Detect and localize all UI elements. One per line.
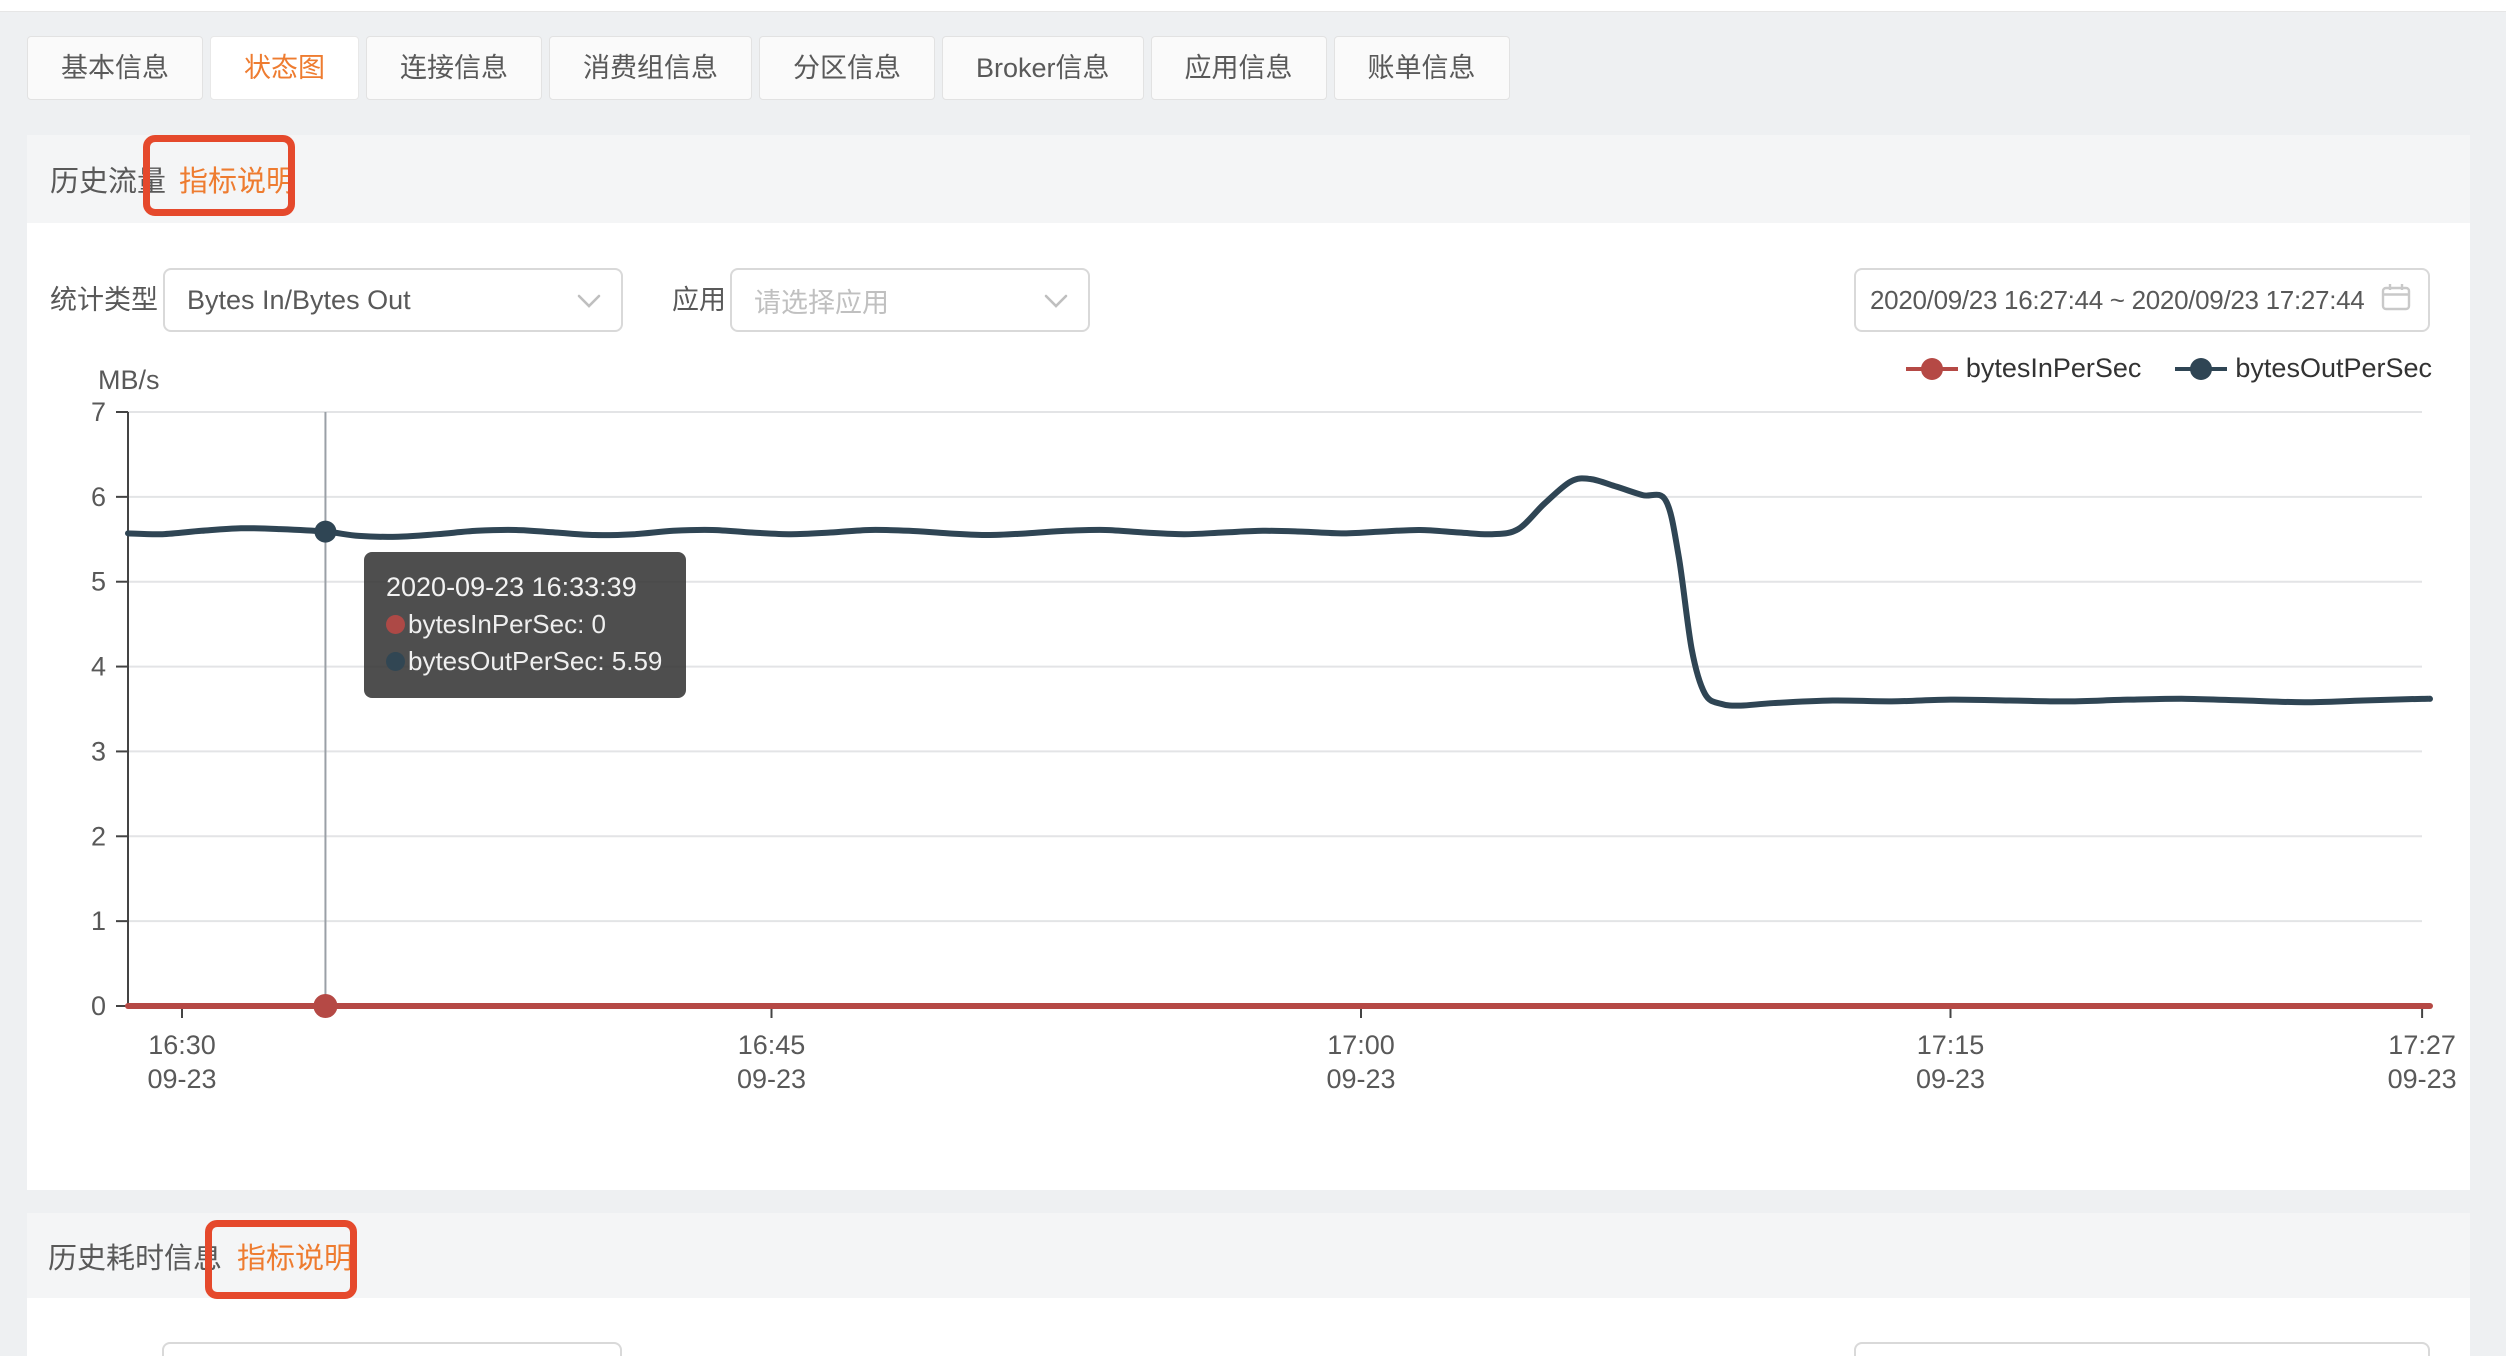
legend-marker-icon	[1905, 357, 1958, 380]
calendar-icon	[2380, 281, 2412, 320]
app-select-placeholder: 请选择应用	[754, 287, 889, 318]
legend-item-bytesoutpersec[interactable]: bytesOutPerSec	[2175, 353, 2432, 384]
top-bar	[0, 0, 2506, 12]
stat-type-label: 统计类型	[50, 285, 158, 315]
chevron-down-icon	[1044, 285, 1068, 316]
svg-text:17:15: 17:15	[1917, 1030, 1985, 1060]
date-range-picker[interactable]: 2020/09/23 16:27:44 ~ 2020/09/23 17:27:4…	[1854, 268, 2430, 332]
tab-basic-info[interactable]: 基本信息	[27, 36, 203, 100]
svg-text:1: 1	[91, 906, 106, 936]
latency-date-range-picker[interactable]	[1854, 1342, 2430, 1356]
annotation-box-latency	[205, 1220, 357, 1299]
date-range-value: 2020/09/23 16:27:44 ~ 2020/09/23 17:27:4…	[1870, 284, 2365, 315]
tab-status-chart[interactable]: 状态图	[210, 36, 359, 100]
tab-broker-info[interactable]: Broker信息	[942, 36, 1144, 100]
svg-text:09-23: 09-23	[147, 1064, 216, 1094]
svg-text:16:45: 16:45	[738, 1030, 806, 1060]
latency-chart-card	[27, 1298, 2470, 1356]
svg-text:16:30: 16:30	[148, 1030, 216, 1060]
tab-partition-info[interactable]: 分区信息	[759, 36, 935, 100]
metric-description-link-latency[interactable]: 指标说明	[237, 1242, 354, 1275]
metric-description-link-traffic[interactable]: 指标说明	[179, 166, 296, 198]
app-select[interactable]: 请选择应用	[730, 268, 1090, 332]
annotation-box-traffic	[143, 135, 295, 216]
svg-text:17:27: 17:27	[2388, 1030, 2456, 1060]
tab-billing-info[interactable]: 账单信息	[1333, 36, 1510, 100]
tab-app-info[interactable]: 应用信息	[1150, 36, 1327, 100]
svg-text:09-23: 09-23	[1326, 1064, 1395, 1094]
tab-bar: 基本信息 状态图 连接信息 消费组信息 分区信息 Broker信息 应用信息 账单信息	[27, 36, 1510, 100]
svg-text:2: 2	[91, 821, 106, 851]
app-label: 应用	[672, 285, 726, 315]
svg-text:7: 7	[91, 397, 106, 427]
chart-legend: bytesInPerSec bytesOutPerSec	[1905, 353, 2432, 384]
chevron-down-icon	[577, 285, 601, 316]
svg-text:4: 4	[91, 652, 106, 682]
latency-stat-type-select[interactable]	[162, 1342, 622, 1356]
svg-text:17:00: 17:00	[1327, 1030, 1395, 1060]
svg-text:5: 5	[91, 567, 106, 597]
svg-text:09-23: 09-23	[2388, 1064, 2457, 1094]
section-title-latency: 历史耗时信息	[48, 1242, 223, 1275]
svg-text:MB/s: MB/s	[98, 365, 160, 395]
svg-text:0: 0	[91, 991, 106, 1021]
svg-text:09-23: 09-23	[737, 1064, 806, 1094]
tab-connection-info[interactable]: 连接信息	[366, 36, 542, 100]
stat-type-value: Bytes In/Bytes Out	[187, 284, 411, 315]
tab-consumer-group-info[interactable]: 消费组信息	[549, 36, 752, 100]
svg-text:3: 3	[91, 736, 106, 766]
legend-marker-icon	[2175, 357, 2228, 380]
svg-text:6: 6	[91, 482, 106, 512]
traffic-chart-card: 统计类型 Bytes In/Bytes Out 应用 请选择应用 2020/09…	[27, 223, 2470, 1190]
svg-text:09-23: 09-23	[1916, 1064, 1985, 1094]
section-header-latency: 历史耗时信息 指标说明	[27, 1213, 2470, 1298]
section-header-traffic: 历史流量 指标说明	[27, 135, 2470, 223]
legend-item-bytesinpersec[interactable]: bytesInPerSec	[1905, 353, 2141, 384]
stat-type-select[interactable]: Bytes In/Bytes Out	[163, 268, 623, 332]
